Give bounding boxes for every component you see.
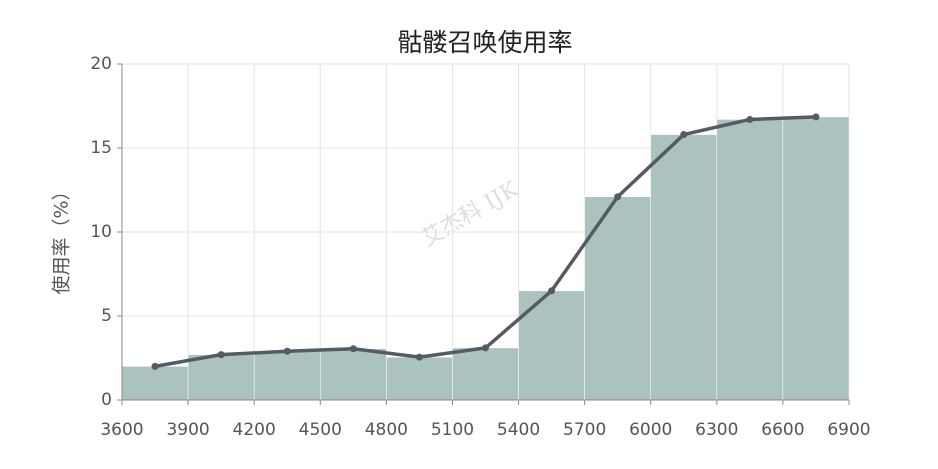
line-point [614, 193, 622, 201]
bar [452, 347, 519, 401]
x-tick-label: 6000 [629, 420, 672, 440]
x-tick-label: 6300 [695, 420, 738, 440]
bar [518, 290, 585, 401]
x-tick-label: 5700 [563, 420, 606, 440]
line-point [217, 351, 225, 359]
bar [187, 354, 255, 401]
y-axis-label: 使用率（%） [51, 181, 73, 294]
y-tick-label: 0 [101, 390, 112, 410]
x-tick-label: 4800 [365, 420, 408, 440]
bar [716, 119, 784, 401]
line-point [482, 344, 489, 352]
bar [650, 134, 718, 401]
bar [782, 116, 850, 401]
x-tick-label: 5400 [497, 420, 540, 440]
x-tick-label: 6600 [761, 420, 804, 440]
line-point [812, 113, 820, 121]
y-tick-label: 20 [90, 54, 112, 74]
x-tick-label: 3900 [166, 420, 209, 440]
y-tick-label: 10 [90, 222, 112, 242]
line-point [680, 131, 688, 139]
x-tick-label: 5100 [431, 420, 474, 440]
x-tick-label: 3600 [100, 420, 143, 440]
y-tick-label: 5 [101, 306, 112, 326]
line-point [283, 347, 291, 355]
bar [320, 348, 387, 401]
watermark: 艾杰科 IJK [417, 177, 523, 252]
x-tick-label: 4500 [299, 420, 342, 440]
line-point [415, 353, 423, 361]
line-point [746, 115, 754, 123]
line-point [548, 287, 556, 295]
bar [121, 366, 189, 401]
y-tick-label: 15 [90, 138, 112, 158]
x-tick-label: 6900 [827, 420, 870, 440]
line-point [151, 362, 159, 370]
bar [386, 356, 453, 401]
line-point [349, 345, 357, 353]
bar [253, 351, 321, 401]
x-tick-label: 4200 [233, 420, 276, 440]
chart-title: 骷髅召唤使用率 [397, 28, 572, 57]
